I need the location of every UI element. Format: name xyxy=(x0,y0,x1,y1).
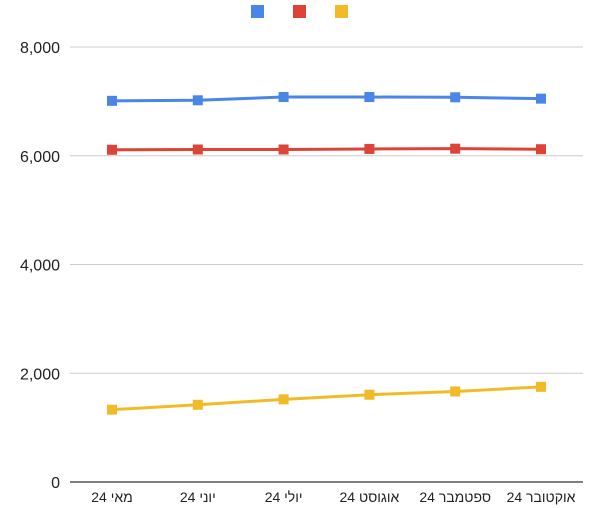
x-tick-label: מאי 24 xyxy=(91,489,133,505)
data-point xyxy=(450,386,461,397)
y-axis: 0 2,000 4,000 6,000 8,000 xyxy=(20,40,60,492)
series-layer xyxy=(107,92,546,415)
data-point xyxy=(450,92,461,103)
data-point xyxy=(192,144,203,155)
y-tick-label: 0 xyxy=(51,475,60,492)
x-tick-label: יולי 24 xyxy=(265,489,303,505)
series-line xyxy=(111,95,542,103)
legend-swatch xyxy=(251,5,264,18)
legend xyxy=(251,5,348,18)
data-point xyxy=(278,144,289,155)
x-axis: מאי 24 יוני 24 יולי 24 אוגוסט 24 ספטמבר 24 או… xyxy=(91,489,575,505)
x-tick-label: יוני 24 xyxy=(180,489,216,505)
data-point xyxy=(450,143,461,154)
x-tick-label: ספטמבר 24 xyxy=(419,489,491,505)
x-tick-label: אוגוסט 24 xyxy=(340,489,400,505)
data-point xyxy=(278,394,289,405)
series-2 xyxy=(107,143,546,155)
data-point xyxy=(536,93,546,104)
series-line xyxy=(111,147,542,152)
series-1 xyxy=(107,92,546,106)
data-point xyxy=(107,404,117,415)
y-tick-label: 8,000 xyxy=(20,40,60,57)
legend-swatch xyxy=(335,5,348,18)
x-tick-label: אוקטובר 24 xyxy=(507,489,576,505)
data-point xyxy=(536,144,546,155)
y-tick-label: 6,000 xyxy=(20,149,60,166)
gridlines xyxy=(70,46,583,483)
data-point xyxy=(107,95,117,106)
data-point xyxy=(107,144,117,155)
data-point xyxy=(364,143,375,154)
data-point xyxy=(364,389,375,400)
y-tick-label: 4,000 xyxy=(20,258,60,275)
legend-swatch xyxy=(293,5,306,18)
data-point xyxy=(192,95,203,106)
data-point xyxy=(364,92,375,103)
data-point xyxy=(192,399,203,410)
series-line xyxy=(111,385,542,412)
data-point xyxy=(536,381,546,392)
y-tick-label: 2,000 xyxy=(20,366,60,383)
data-point xyxy=(278,92,289,103)
series-3 xyxy=(107,381,546,415)
